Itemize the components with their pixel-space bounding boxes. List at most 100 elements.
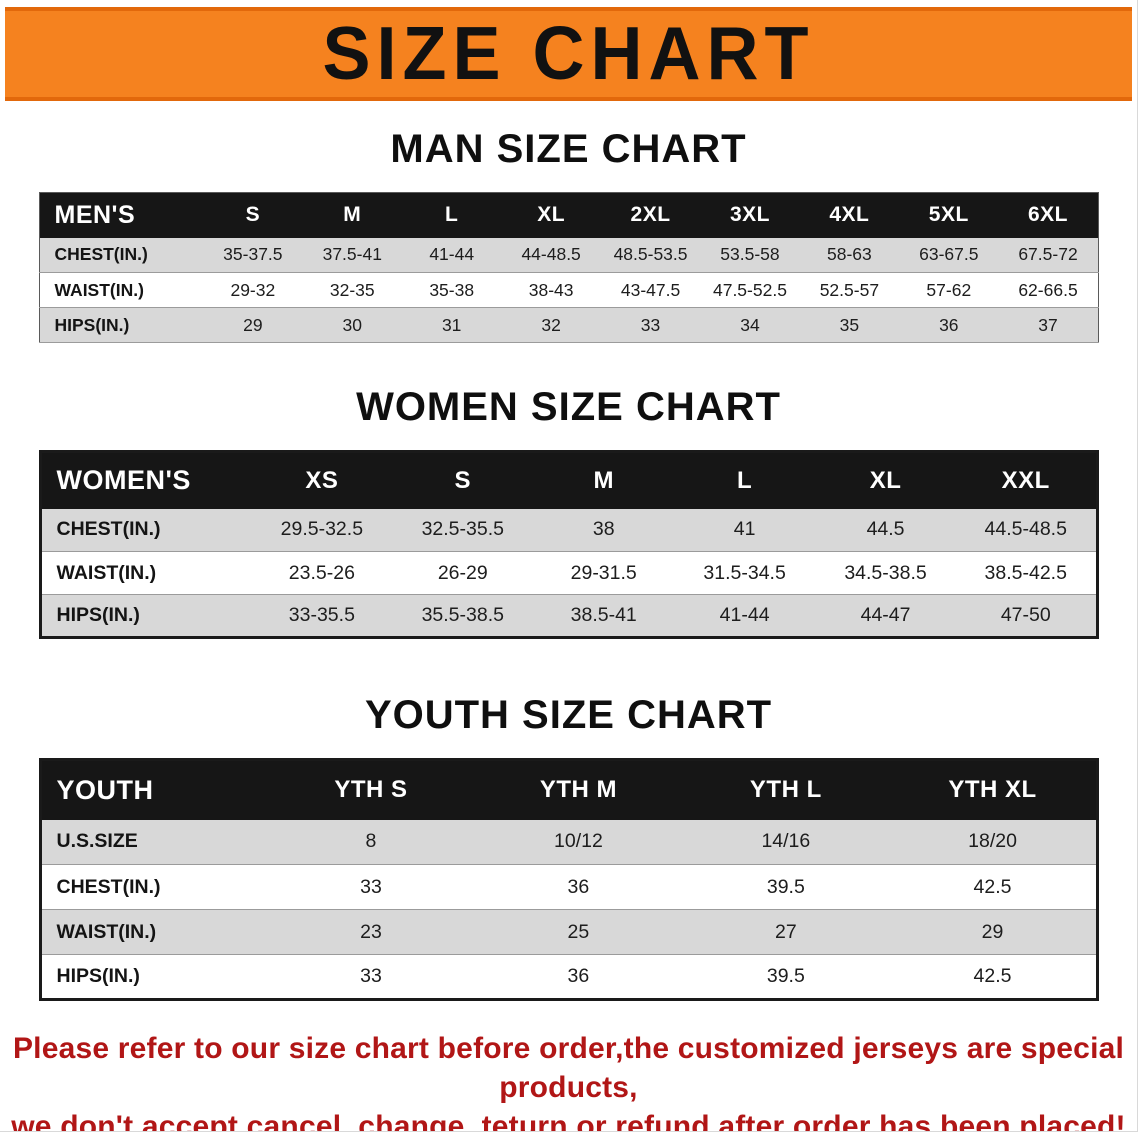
size-value: 29-32 bbox=[230, 279, 276, 300]
size-value: 33 bbox=[360, 875, 382, 898]
size-value: 37 bbox=[1038, 314, 1058, 335]
size-value: 32-35 bbox=[329, 279, 375, 300]
size-value: 34 bbox=[740, 314, 760, 335]
size-column-header: YTH S bbox=[267, 759, 475, 820]
size-column-header: YTH XL bbox=[889, 759, 1097, 820]
size-value: 36 bbox=[567, 965, 590, 987]
size-value: 42.5 bbox=[973, 965, 1012, 987]
table-row: CHEST(IN.) 29.5-32.5 32.5-35.5 38 41 44.5 44.5… bbox=[40, 508, 1097, 552]
women-section-heading: WOMEN SIZE CHART bbox=[356, 385, 781, 429]
size-column-header: XS bbox=[251, 451, 393, 509]
size-value: 47.5-52.5 bbox=[712, 279, 787, 300]
size-value: 42.5 bbox=[973, 875, 1012, 898]
measurement-label: HIPS(IN.) bbox=[54, 314, 130, 335]
size-column-header: YTH M bbox=[474, 759, 683, 820]
size-value: 57-62 bbox=[926, 279, 972, 300]
size-column-header: 2XL bbox=[600, 192, 701, 238]
size-value: 30 bbox=[342, 314, 362, 335]
size-value: 26-29 bbox=[437, 561, 488, 584]
size-column-header: XL bbox=[501, 192, 601, 238]
size-column-header: 5XL bbox=[899, 192, 999, 238]
youth-section-heading: YOUTH SIZE CHART bbox=[364, 693, 773, 737]
size-value: 44.5-48.5 bbox=[984, 518, 1067, 541]
size-value: 44-48.5 bbox=[521, 244, 581, 265]
size-column-header: M bbox=[533, 451, 675, 509]
size-value: 44-47 bbox=[860, 604, 911, 626]
size-value: 48.5-53.5 bbox=[613, 244, 688, 265]
table-row: CHEST(IN.) 33 36 39.5 42.5 bbox=[40, 864, 1097, 910]
size-value: 36 bbox=[939, 314, 959, 335]
size-column-header: XXL bbox=[956, 451, 1097, 509]
measurement-label: HIPS(IN.) bbox=[56, 604, 140, 626]
size-value: 67.5-72 bbox=[1018, 244, 1078, 265]
size-value: 35.5-38.5 bbox=[421, 604, 504, 626]
page-title: SIZE CHART bbox=[322, 12, 815, 97]
youth-size-table: YOUTH YTH S YTH M YTH L YTH XL U.S.SIZE 8 10/12… bbox=[38, 758, 1099, 1001]
size-column-header: 4XL bbox=[799, 192, 900, 238]
disclaimer: Please refer to our size chart before or… bbox=[0, 1029, 1137, 1131]
size-column-header: M bbox=[302, 192, 402, 238]
size-value: 38 bbox=[592, 518, 615, 541]
size-value: 18/20 bbox=[968, 830, 1017, 853]
size-value: 36 bbox=[567, 875, 590, 898]
measurement-label: WAIST(IN.) bbox=[56, 561, 157, 584]
size-value: 52.5-57 bbox=[819, 279, 880, 300]
measurement-label: WAIST(IN.) bbox=[54, 279, 144, 300]
size-value: 38.5-41 bbox=[570, 604, 637, 626]
size-value: 62-66.5 bbox=[1018, 279, 1078, 300]
men-size-table: MEN'S S M L XL 2XL 3XL 4XL 5XL 6XL CHEST(IN.) 35-37… bbox=[38, 192, 1099, 343]
women-size-table: WOMEN'S XS S M L XL XXL CHEST(IN.) 29.5-32.5 32.5… bbox=[38, 450, 1099, 639]
size-value: 53.5-58 bbox=[720, 244, 780, 265]
size-value: 63-67.5 bbox=[919, 244, 979, 265]
size-value: 29-31.5 bbox=[570, 561, 637, 584]
size-value: 34.5-38.5 bbox=[844, 561, 927, 584]
size-value: 41-44 bbox=[429, 244, 475, 265]
table-row: HIPS(IN.) 29 30 31 32 33 34 35 36 37 bbox=[39, 307, 1098, 343]
table-row: CHEST(IN.) 35-37.5 37.5-41 41-44 44-48.5 48.5… bbox=[39, 237, 1098, 273]
banner: SIZE CHART bbox=[5, 7, 1132, 101]
size-value: 41-44 bbox=[719, 604, 770, 626]
size-value: 38.5-42.5 bbox=[984, 561, 1067, 584]
table-header-row: YOUTH YTH S YTH M YTH L YTH XL bbox=[40, 759, 1097, 820]
size-value: 37.5-41 bbox=[322, 244, 382, 265]
size-value: 25 bbox=[567, 920, 590, 943]
size-value: 33 bbox=[360, 965, 382, 987]
size-column-header: L bbox=[401, 192, 502, 238]
measurement-label: CHEST(IN.) bbox=[56, 518, 161, 541]
measurement-label: HIPS(IN.) bbox=[56, 965, 140, 987]
table-header-row: WOMEN'S XS S M L XL XXL bbox=[40, 451, 1097, 509]
size-value: 10/12 bbox=[554, 830, 603, 853]
size-value: 58-63 bbox=[827, 244, 872, 265]
measurement-label: CHEST(IN.) bbox=[56, 875, 161, 898]
size-value: 8 bbox=[365, 830, 377, 853]
table-corner-label: MEN'S bbox=[39, 192, 204, 238]
table-header-row: MEN'S S M L XL 2XL 3XL 4XL 5XL 6XL bbox=[39, 192, 1098, 238]
size-value: 31 bbox=[441, 314, 462, 335]
size-value: 29.5-32.5 bbox=[280, 518, 364, 541]
size-value: 29 bbox=[981, 920, 1004, 943]
table-corner-label: WOMEN'S bbox=[40, 451, 252, 509]
table-corner-label: YOUTH bbox=[40, 759, 268, 820]
size-column-header: YTH L bbox=[682, 759, 890, 820]
size-value: 43-47.5 bbox=[620, 279, 681, 300]
size-value: 41 bbox=[733, 518, 756, 541]
size-value: 23 bbox=[360, 920, 382, 943]
size-column-header: L bbox=[674, 451, 816, 509]
measurement-label: U.S.SIZE bbox=[56, 830, 138, 853]
size-value: 38-43 bbox=[528, 279, 574, 300]
size-value: 32 bbox=[541, 314, 561, 335]
size-column-header: S bbox=[203, 192, 303, 238]
size-value: 35-37.5 bbox=[223, 244, 283, 265]
table-row: WAIST(IN.) 23 25 27 29 bbox=[40, 909, 1097, 955]
table-row: HIPS(IN.) 33 36 39.5 42.5 bbox=[40, 954, 1097, 1000]
size-value: 35-38 bbox=[429, 279, 475, 300]
size-column-header: 6XL bbox=[998, 192, 1098, 238]
size-value: 33-35.5 bbox=[288, 604, 355, 626]
size-value: 29 bbox=[243, 314, 263, 335]
table-row: HIPS(IN.) 33-35.5 35.5-38.5 38.5-41 41-44 44-… bbox=[40, 594, 1097, 638]
size-value: 27 bbox=[774, 920, 797, 943]
size-value: 14/16 bbox=[761, 830, 811, 853]
size-column-header: S bbox=[392, 451, 534, 509]
size-value: 47-50 bbox=[1000, 604, 1051, 626]
